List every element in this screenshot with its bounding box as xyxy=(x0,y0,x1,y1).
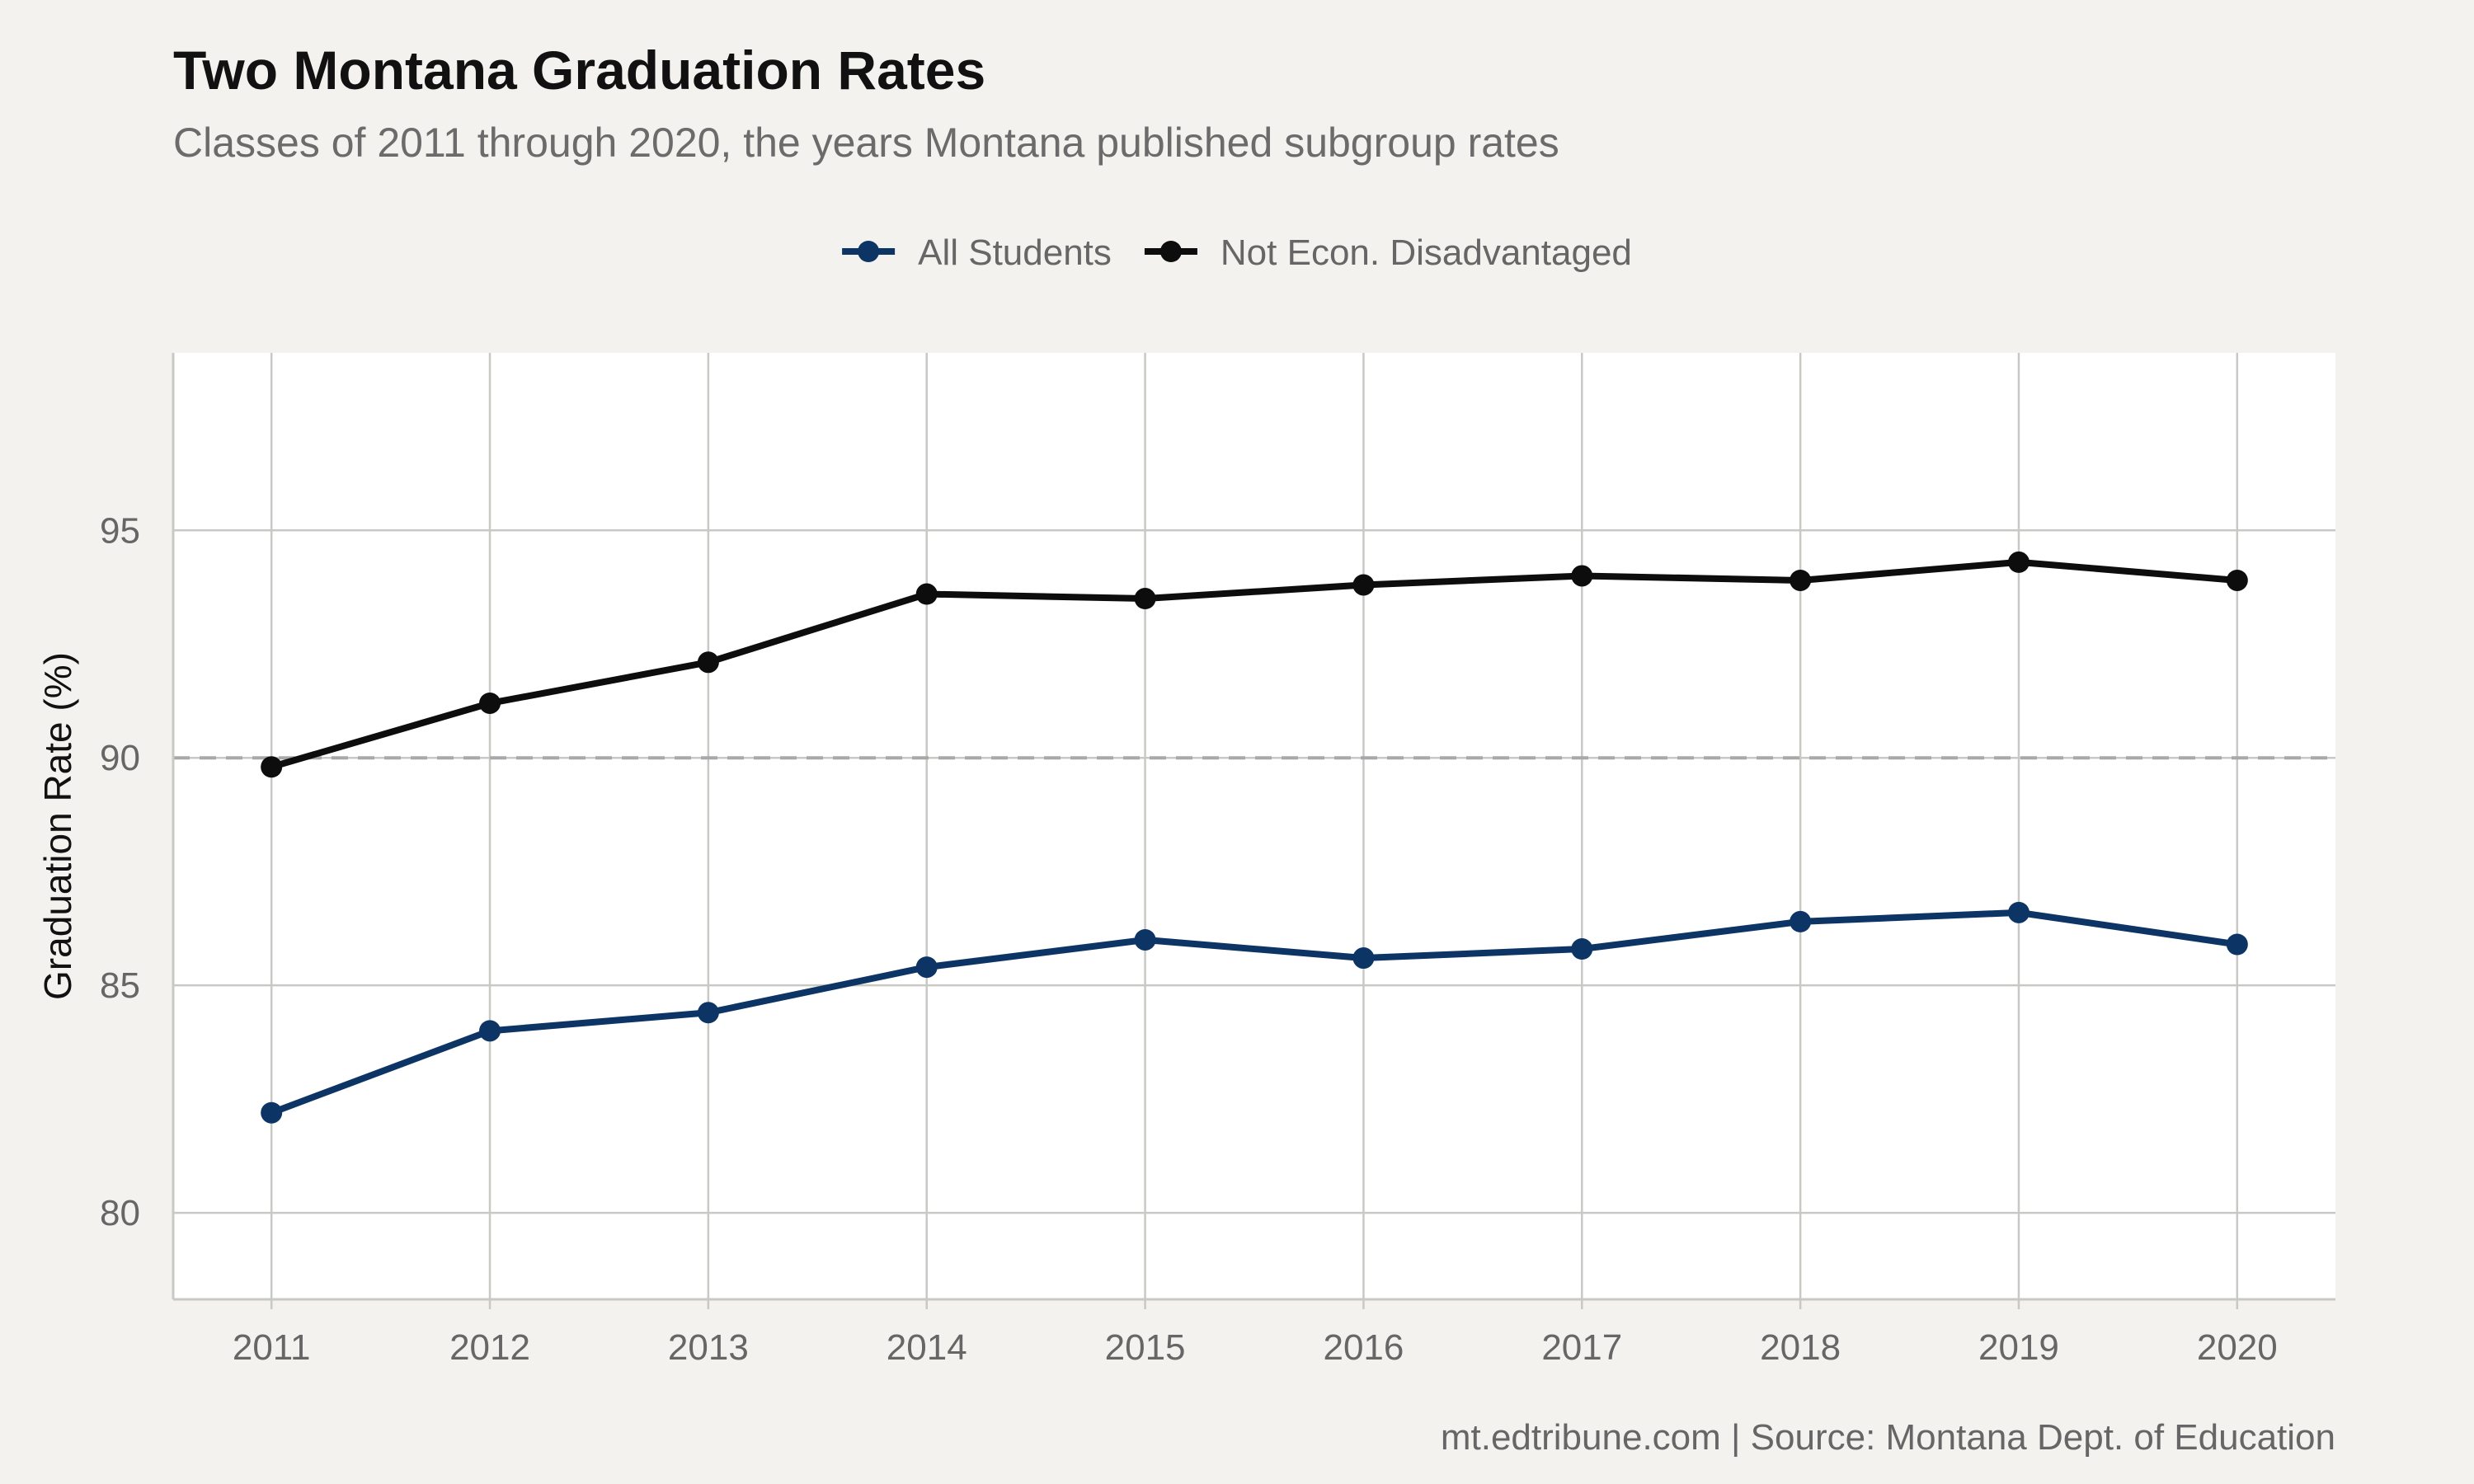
y-axis-title: Graduation Rate (%) xyxy=(36,652,79,1000)
data-point-not-econ-disadvantaged xyxy=(261,756,283,778)
data-point-not-econ-disadvantaged xyxy=(1134,588,1156,610)
legend-item-all-students: All Students xyxy=(842,232,1112,273)
chart-caption: mt.edtribune.com | Source: Montana Dept.… xyxy=(1441,1417,2335,1458)
data-point-not-econ-disadvantaged xyxy=(1352,574,1375,596)
data-point-all-students xyxy=(697,1002,719,1024)
data-point-not-econ-disadvantaged xyxy=(2226,569,2248,591)
data-point-all-students xyxy=(1790,910,1812,932)
data-point-not-econ-disadvantaged xyxy=(1790,569,1812,591)
data-point-not-econ-disadvantaged xyxy=(479,692,501,714)
legend: All Students Not Econ. Disadvantaged xyxy=(842,232,1632,273)
data-point-not-econ-disadvantaged xyxy=(2007,551,2030,573)
data-point-all-students xyxy=(1134,928,1156,951)
series-line-all-students xyxy=(268,909,2241,1116)
y-tick-label: 90 xyxy=(100,738,140,778)
series-layer xyxy=(261,551,2248,1124)
data-point-all-students xyxy=(479,1020,501,1042)
x-tick-label: 2019 xyxy=(1978,1327,2059,1368)
series-line-not-econ-disadvantaged xyxy=(268,558,2241,771)
legend-label: All Students xyxy=(918,232,1112,273)
axes: 80 85 90 95 2011 2012 2013 2014 2015 2016 2017 2018… xyxy=(100,353,2335,1368)
chart-subtitle: Classes of 2011 through 2020, the years … xyxy=(173,120,1559,166)
data-point-all-students xyxy=(2226,933,2248,956)
data-point-not-econ-disadvantaged xyxy=(697,651,719,674)
chart-title: Two Montana Graduation Rates xyxy=(173,40,985,101)
data-point-all-students xyxy=(1571,938,1593,960)
data-point-all-students xyxy=(915,956,938,979)
legend-key-point xyxy=(858,241,880,262)
x-tick-label: 2017 xyxy=(1541,1327,1622,1368)
x-tick-label: 2011 xyxy=(233,1327,311,1368)
legend-item-not-econ-disadvantaged: Not Econ. Disadvantaged xyxy=(1144,232,1632,273)
x-tick-label: 2012 xyxy=(449,1327,530,1368)
x-tick-label: 2020 xyxy=(2197,1327,2278,1368)
x-tick-label: 2018 xyxy=(1760,1327,1841,1368)
legend-label: Not Econ. Disadvantaged xyxy=(1221,232,1632,273)
x-tick-label: 2016 xyxy=(1323,1327,1404,1368)
data-point-all-students xyxy=(1352,947,1375,970)
grid xyxy=(173,353,2335,1299)
x-tick-label: 2013 xyxy=(668,1327,749,1368)
data-point-not-econ-disadvantaged xyxy=(915,583,938,605)
data-point-not-econ-disadvantaged xyxy=(1571,565,1593,587)
y-tick-label: 85 xyxy=(100,965,140,1006)
x-tick-label: 2014 xyxy=(887,1327,967,1368)
y-tick-label: 80 xyxy=(100,1193,140,1233)
data-point-all-students xyxy=(2007,901,2030,923)
plot-panel xyxy=(173,353,2335,1299)
y-tick-label: 95 xyxy=(100,510,140,551)
x-tick-label: 2015 xyxy=(1105,1327,1186,1368)
data-point-all-students xyxy=(261,1101,283,1124)
legend-key-point xyxy=(1159,241,1182,262)
